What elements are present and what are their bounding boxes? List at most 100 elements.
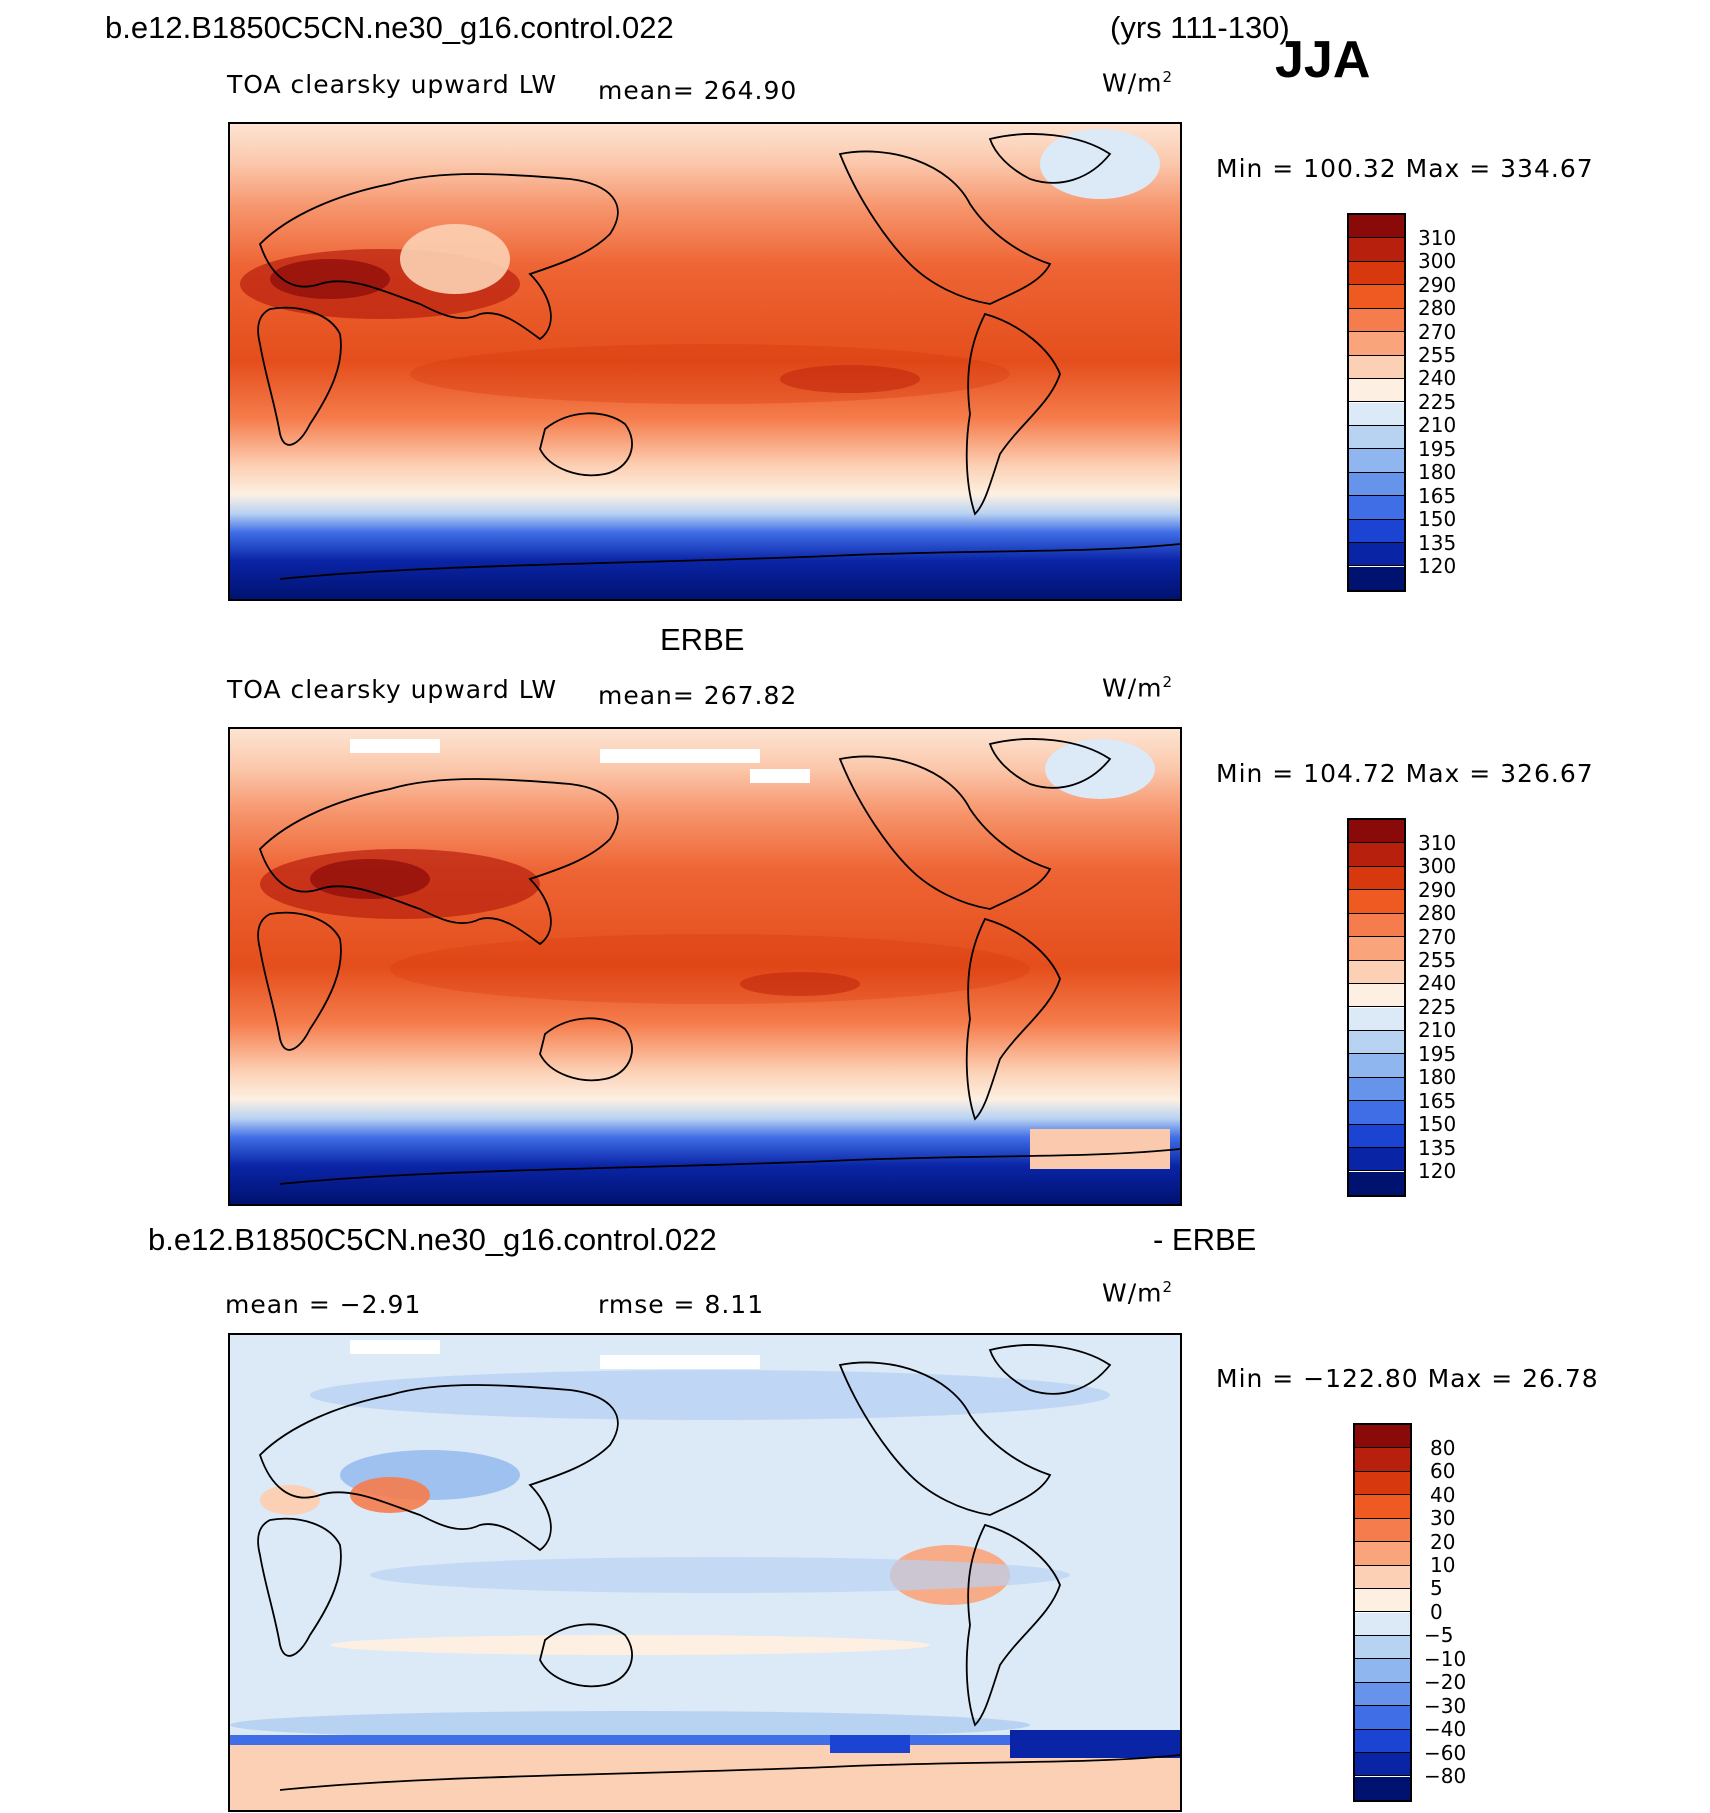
colorbar-diff-cell (1355, 1682, 1410, 1707)
colorbar-diff-cell (1355, 1518, 1410, 1543)
colorbar-tick: −60 (1424, 1741, 1467, 1765)
colorbar-abs-2-cell (1349, 1077, 1404, 1102)
colorbar-tick: 210 (1418, 413, 1457, 437)
colorbar-tick: 280 (1418, 296, 1457, 320)
colorbar-tick: −5 (1424, 1623, 1454, 1647)
panel1-units: W/m2 (1102, 68, 1174, 98)
colorbar-diff-cell (1355, 1448, 1410, 1472)
colorbar-tick: 195 (1418, 1042, 1457, 1066)
colorbar-abs-2-cell (1349, 960, 1404, 984)
colorbar-tick: 135 (1418, 531, 1457, 555)
panel2-minmax: Min = 104.72 Max = 326.67 (1216, 759, 1594, 788)
panel3-mean: mean = −2.91 (225, 1290, 422, 1319)
panel3-title-left: b.e12.B1850C5CN.ne30_g16.control.022 (148, 1222, 717, 1257)
panel1-mean: mean= 264.90 (598, 76, 798, 105)
colorbar-tick: 120 (1418, 554, 1457, 578)
colorbar-diff-cell (1355, 1729, 1410, 1754)
colorbar-abs-1-cell (1349, 449, 1404, 473)
panel3-units: W/m2 (1102, 1278, 1174, 1308)
years-label: (yrs 111-130) (1110, 10, 1290, 45)
panel1-minmax: Min = 100.32 Max = 334.67 (1216, 154, 1594, 183)
colorbar-tick: 10 (1430, 1553, 1456, 1577)
colorbar-abs-2-cell (1349, 1030, 1404, 1055)
colorbar-tick: 40 (1430, 1483, 1456, 1507)
colorbar-abs-1-cell (1349, 472, 1404, 497)
colorbar-diff-cell (1355, 1565, 1410, 1589)
colorbar-tick: 120 (1418, 1159, 1457, 1183)
colorbar-tick: 300 (1418, 854, 1457, 878)
colorbar-tick: 300 (1418, 249, 1457, 273)
colorbar-tick: 255 (1418, 343, 1457, 367)
panel1-map-svg (230, 124, 1180, 599)
colorbar-abs-2-cell (1349, 1148, 1404, 1172)
colorbar-abs-1-cell (1349, 285, 1404, 309)
colorbar-tick: 240 (1418, 366, 1457, 390)
colorbar-tick: 270 (1418, 320, 1457, 344)
panel3-rmse: rmse = 8.11 (598, 1290, 765, 1319)
colorbar-abs-1-cell (1349, 308, 1404, 333)
colorbar-abs-1-cell (1349, 496, 1404, 520)
case-title: b.e12.B1850C5CN.ne30_g16.control.022 (105, 10, 674, 45)
colorbar-abs-2-cell (1349, 866, 1404, 891)
colorbar-tick: 5 (1430, 1576, 1443, 1600)
colorbar-abs-2-cell (1349, 913, 1404, 938)
colorbar-diff-cell (1355, 1589, 1410, 1613)
colorbar-abs-2-cell (1349, 820, 1404, 844)
colorbar-tick: 180 (1418, 1065, 1457, 1089)
colorbar-abs-1 (1347, 213, 1406, 592)
panel1-variable: TOA clearsky upward LW (227, 70, 558, 99)
colorbar-abs-1-cell (1349, 519, 1404, 544)
colorbar-tick: −10 (1424, 1647, 1467, 1671)
colorbar-tick: 135 (1418, 1136, 1457, 1160)
colorbar-tick: 0 (1430, 1600, 1443, 1624)
colorbar-abs-2-cell (1349, 890, 1404, 914)
panel2-mean: mean= 267.82 (598, 681, 798, 710)
season-label: JJA (1275, 31, 1371, 89)
panel1-map (228, 122, 1182, 601)
colorbar-abs-1-cell (1349, 355, 1404, 379)
colorbar-tick: 290 (1418, 878, 1457, 902)
colorbar-diff-cell (1355, 1542, 1410, 1566)
colorbar-tick: 180 (1418, 460, 1457, 484)
panel2-units: W/m2 (1102, 673, 1174, 703)
colorbar-tick: 280 (1418, 901, 1457, 925)
colorbar-abs-2-cell (1349, 1007, 1404, 1031)
colorbar-abs-1-cell (1349, 238, 1404, 262)
colorbar-tick: −40 (1424, 1717, 1467, 1741)
colorbar-tick: 30 (1430, 1506, 1456, 1530)
colorbar-abs-1-cell (1349, 261, 1404, 286)
colorbar-abs-2-cell (1349, 1054, 1404, 1078)
colorbar-tick: 150 (1418, 1112, 1457, 1136)
colorbar-tick: −80 (1424, 1764, 1467, 1788)
colorbar-abs-2-cell (1349, 1101, 1404, 1125)
colorbar-diff-cell (1355, 1425, 1410, 1449)
colorbar-tick: 255 (1418, 948, 1457, 972)
panel2-variable: TOA clearsky upward LW (227, 675, 558, 704)
colorbar-tick: 270 (1418, 925, 1457, 949)
panel2-map-svg (230, 729, 1180, 1204)
colorbar-tick: 290 (1418, 273, 1457, 297)
panel3-map (228, 1333, 1182, 1812)
colorbar-tick: 150 (1418, 507, 1457, 531)
colorbar-diff-cell (1355, 1776, 1410, 1800)
colorbar-tick: 225 (1418, 995, 1457, 1019)
colorbar-abs-2-cell (1349, 984, 1404, 1008)
colorbar-abs-2-cell (1349, 1171, 1404, 1195)
colorbar-abs-1-cell (1349, 543, 1404, 567)
colorbar-abs-2-cell (1349, 937, 1404, 961)
colorbar-tick: 165 (1418, 1089, 1457, 1113)
colorbar-tick: 210 (1418, 1018, 1457, 1042)
colorbar-abs-1-cell (1349, 425, 1404, 450)
colorbar-diff (1353, 1423, 1412, 1802)
colorbar-diff-cell (1355, 1659, 1410, 1683)
colorbar-tick: 310 (1418, 226, 1457, 250)
colorbar-tick: 195 (1418, 437, 1457, 461)
colorbar-abs-2-cell (1349, 843, 1404, 867)
colorbar-tick: 310 (1418, 831, 1457, 855)
panel2-map (228, 727, 1182, 1206)
colorbar-tick: −20 (1424, 1670, 1467, 1694)
colorbar-tick: 165 (1418, 484, 1457, 508)
colorbar-diff-cell (1355, 1753, 1410, 1777)
panel3-map-svg (230, 1335, 1180, 1810)
colorbar-tick: 80 (1430, 1436, 1456, 1460)
